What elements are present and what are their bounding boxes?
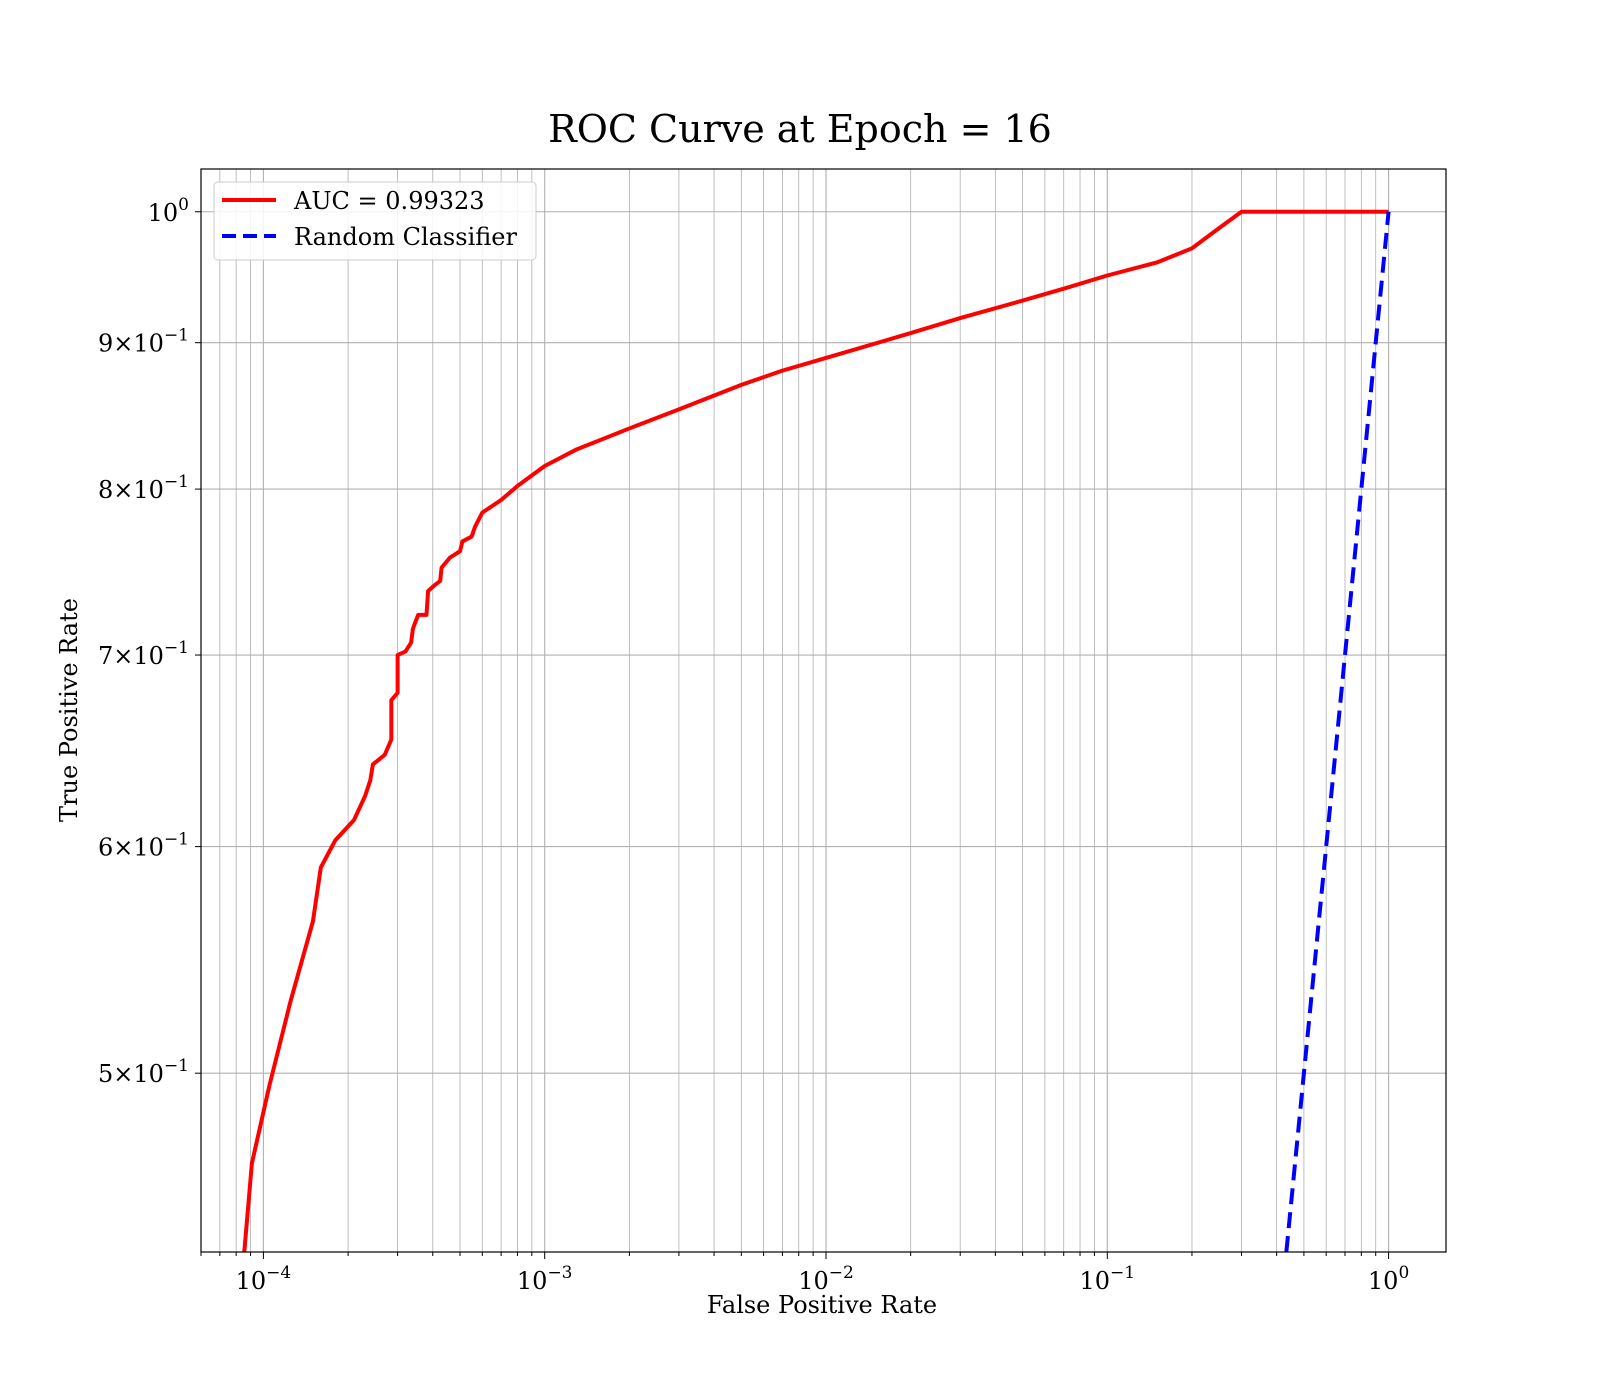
y-tick-label: 7×10−1 — [98, 638, 189, 670]
legend-label-random: Random Classifier — [294, 223, 517, 251]
legend-label-auc: AUC = 0.99323 — [293, 187, 485, 215]
x-tick-label: 10−2 — [798, 1263, 854, 1295]
x-tick-label: 100 — [1368, 1263, 1409, 1295]
x-axis-label: False Positive Rate — [707, 1291, 937, 1319]
y-tick-label: 6×10−1 — [98, 830, 189, 862]
y-axis-label: True Positive Rate — [55, 598, 83, 822]
plot-frame — [200, 168, 1447, 1253]
x-tick-label: 10−3 — [517, 1263, 573, 1295]
y-tick-label: 5×10−1 — [98, 1056, 189, 1088]
y-tick-label: 9×10−1 — [98, 326, 189, 358]
roc-curve-line — [242, 209, 1389, 1253]
legend: AUC = 0.99323 Random Classifier — [213, 181, 537, 261]
ticks: 10−4 10−3 10−2 10−1 100 100 9×10−1 8×10−1 7×10−1… — [98, 195, 1409, 1295]
x-tick-label: 10−1 — [1079, 1263, 1135, 1295]
legend-box — [213, 181, 537, 261]
x-tick-label: 10−4 — [236, 1263, 292, 1295]
grid — [200, 169, 1446, 1252]
y-tick-label: 100 — [148, 195, 189, 227]
y-tick-label: 8×10−1 — [98, 472, 189, 504]
random-classifier-line — [1284, 211, 1391, 1253]
chart-title: ROC Curve at Epoch = 16 — [548, 107, 1052, 151]
series-layer — [242, 209, 1391, 1253]
